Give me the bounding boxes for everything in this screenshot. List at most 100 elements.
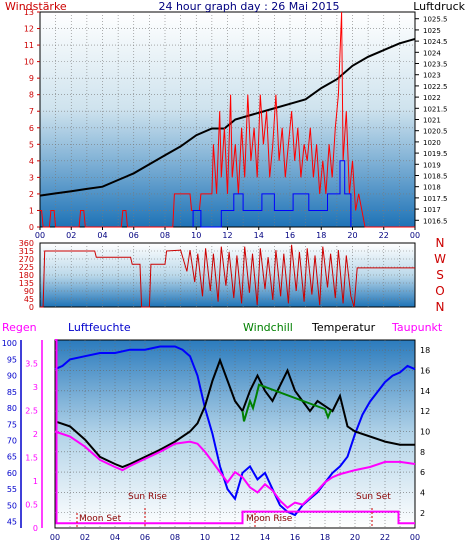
- windchill-legend-label: Windchill: [243, 321, 293, 334]
- sun-set-label: Sun Set: [356, 492, 391, 502]
- wind-speed-tick-label: 12: [24, 25, 34, 34]
- temperature-tick-label: 12: [420, 407, 430, 416]
- humidity-tick-label: 55: [7, 485, 17, 494]
- humidity-tick-label: 85: [7, 388, 17, 397]
- rain-tick-label: 0.5: [25, 501, 38, 510]
- hour-tick-label: 10: [191, 231, 201, 240]
- hour-tick-label: 16: [290, 533, 300, 542]
- compass-label: N: [436, 236, 445, 250]
- direction-tick-label: 270: [19, 255, 34, 264]
- hour-tick-label: 00: [35, 231, 45, 240]
- humidity-tick-label: 70: [7, 436, 17, 445]
- windchill-line: [241, 383, 332, 422]
- pressure-tick-label: 1024: [423, 49, 441, 57]
- pressure-tick-label: 1020: [423, 139, 441, 147]
- direction-tick-label: 90: [24, 287, 34, 296]
- humidity-tick-label: 60: [7, 469, 17, 478]
- pressure-tick-label: 1017.5: [423, 195, 448, 203]
- temperature-humidity-chart: 2 4 6 8 10 12 14 16 18 0 0.5 1 1.5 2 2.5 3 3.5 45 50 55 60 65…: [2, 321, 443, 542]
- wind-speed-tick-label: 4: [29, 157, 34, 166]
- hour-tick-label: 22: [379, 231, 389, 240]
- temperature-tick-label: 4: [420, 488, 425, 497]
- wind-direction-grid: [40, 243, 415, 307]
- humidity-tick-label: 95: [7, 355, 17, 364]
- direction-tick-label: 135: [19, 279, 34, 288]
- hour-tick-label: 02: [80, 533, 90, 542]
- humidity-legend-label: Luftfeuchte: [68, 321, 131, 334]
- hour-tick-label: 04: [110, 533, 120, 542]
- hour-tick-label: 14: [260, 533, 270, 542]
- temperature-legend-label: Temperatur: [311, 321, 376, 334]
- pressure-tick-label: 1024.5: [423, 38, 448, 46]
- pressure-tick-label: 1023: [423, 72, 441, 80]
- compass-label: O: [435, 284, 444, 298]
- temperature-tick-label: 18: [420, 346, 430, 355]
- direction-tick-label: 45: [24, 295, 34, 304]
- humidity-tick-label: 45: [7, 518, 17, 527]
- temperature-series: [54, 339, 416, 525]
- chart-title: 24 hour graph day : 26 Mai 2015: [158, 0, 339, 13]
- hour-tick-label: 08: [160, 231, 170, 240]
- pressure-tick-label: 1020.5: [423, 128, 448, 136]
- direction-tick-label: 0: [29, 303, 34, 312]
- humidity-tick-label: 90: [7, 372, 17, 381]
- rain-legend-label: Regen: [2, 321, 37, 334]
- hour-tick-label: 14: [254, 231, 264, 240]
- temperature-tick-label: 16: [420, 366, 430, 375]
- pressure-tick-label: 1023.5: [423, 61, 448, 69]
- pressure-tick-label: 1019.5: [423, 150, 448, 158]
- hour-tick-label: 02: [66, 231, 76, 240]
- rain-tick-label: 3: [33, 383, 38, 392]
- pressure-tick-label: 1025.5: [423, 16, 448, 24]
- compass-label: W: [434, 252, 446, 266]
- moon-rise-label: Moon Rise: [246, 514, 293, 524]
- pressure-tick-label: 1016.5: [423, 217, 448, 225]
- wind-speed-tick-label: 8: [29, 91, 34, 100]
- hour-tick-label: 16: [285, 231, 295, 240]
- pressure-tick-label: 1022: [423, 94, 441, 102]
- compass-label: S: [436, 268, 444, 282]
- rain-tick-label: 2: [33, 430, 38, 439]
- dewpoint-line: [54, 430, 416, 509]
- hour-tick-label: 10: [200, 533, 210, 542]
- astronomy-annotations: Moon Set Sun Rise Moon Rise Sun Set: [76, 492, 391, 528]
- wind-speed-tick-label: 1: [29, 206, 34, 215]
- hour-tick-label: 00: [410, 231, 420, 240]
- dewpoint-legend-label: Taupunkt: [391, 321, 443, 334]
- hour-tick-label: 20: [347, 231, 357, 240]
- direction-tick-label: 225: [19, 263, 34, 272]
- wind-pressure-chart: 0123456789101112131016.510171017.5101810…: [5, 0, 466, 240]
- hour-tick-label: 20: [350, 533, 360, 542]
- humidity-line: [54, 345, 416, 517]
- pressure-tick-label: 1021.5: [423, 105, 448, 113]
- sun-rise-label: Sun Rise: [128, 492, 167, 502]
- rain-tick-label: 1.5: [25, 454, 38, 463]
- compass-label: N: [436, 300, 445, 314]
- hour-tick-label: 08: [170, 533, 180, 542]
- wind-direction-line: [40, 244, 415, 308]
- hour-tick-label: 00: [50, 533, 60, 542]
- wind-speed-tick-label: 9: [29, 74, 34, 83]
- temperature-line: [54, 357, 415, 469]
- pressure-tick-label: 1022.5: [423, 83, 448, 91]
- direction-tick-label: 360: [19, 239, 34, 248]
- direction-tick-label: 180: [19, 271, 34, 280]
- temperature-tick-label: 14: [420, 387, 430, 396]
- moon-set-label: Moon Set: [79, 514, 122, 524]
- pressure-axis-label: Luftdruck: [413, 0, 465, 13]
- temperature-tick-label: 6: [420, 468, 425, 477]
- wind-speed-tick-label: 0: [29, 223, 34, 232]
- temperature-tick-label: 10: [420, 427, 430, 436]
- pressure-tick-label: 1017: [423, 206, 441, 214]
- wind-speed-tick-label: 5: [29, 140, 34, 149]
- hour-tick-label: 06: [140, 533, 150, 542]
- temperature-tick-label: 2: [420, 509, 425, 518]
- wind-speed-tick-label: 7: [29, 107, 34, 116]
- wind-speed-tick-label: 11: [24, 41, 34, 50]
- hour-tick-label: 18: [316, 231, 326, 240]
- rain-tick-label: 1: [33, 477, 38, 486]
- temperature-tick-label: 8: [420, 448, 425, 457]
